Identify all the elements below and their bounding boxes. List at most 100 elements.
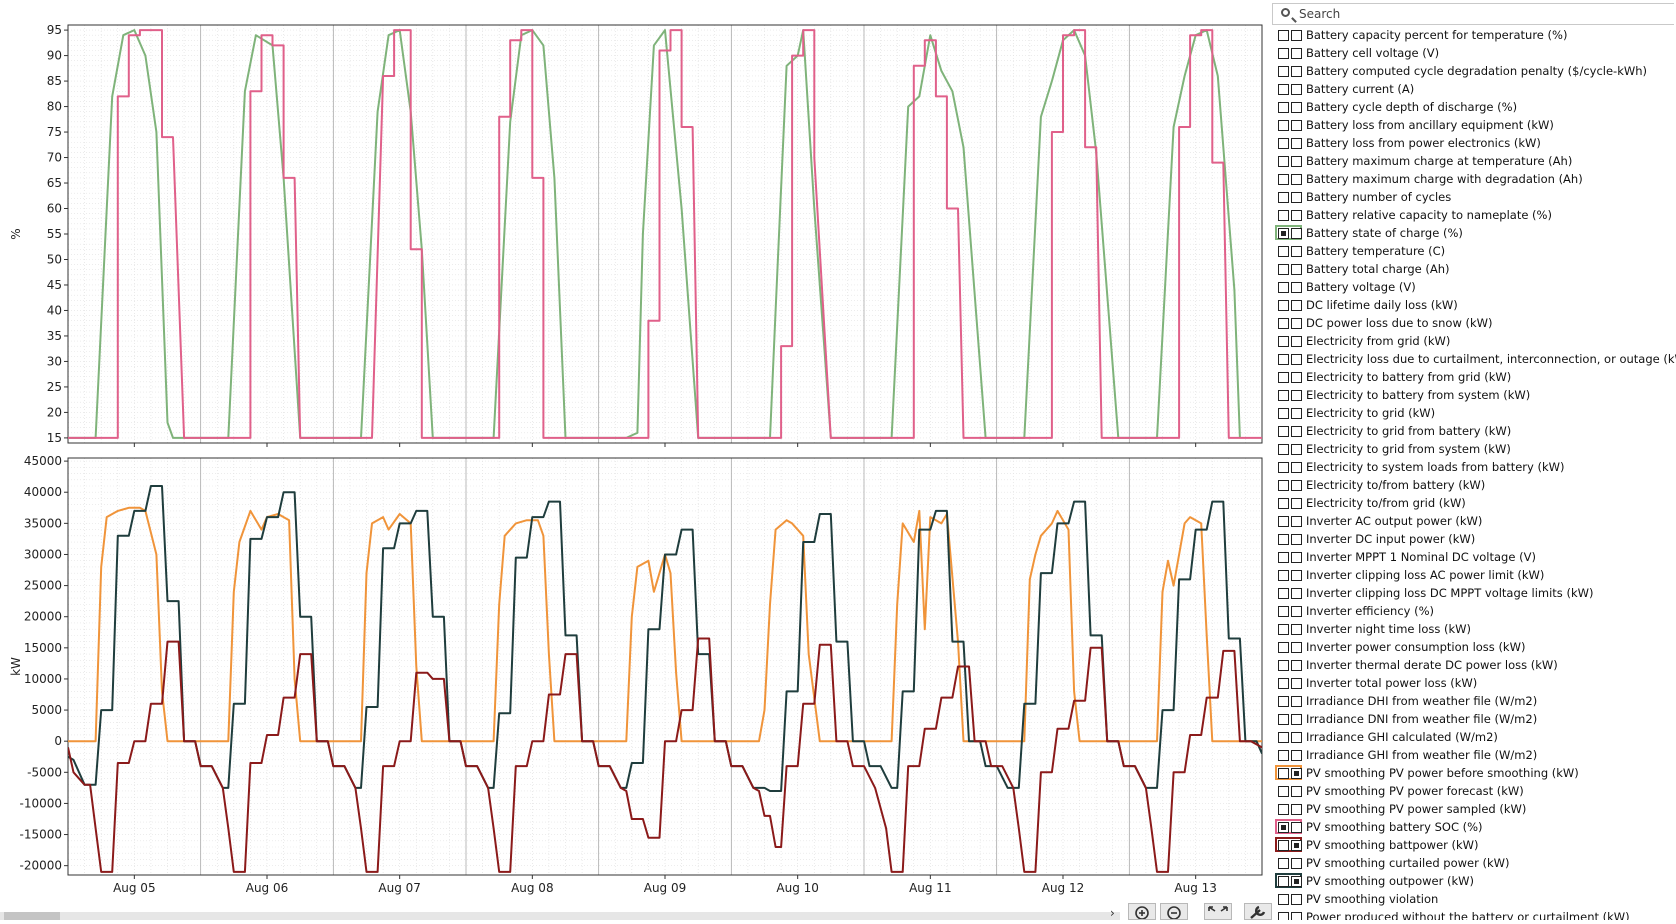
top-chart-checkbox[interactable] (1278, 300, 1289, 311)
top-chart-checkbox[interactable] (1278, 570, 1289, 581)
bottom-chart-checkbox[interactable] (1291, 858, 1302, 869)
variable-item[interactable]: Irradiance DHI from weather file (W/m2) (1270, 693, 1676, 711)
top-chart-checkbox[interactable] (1278, 264, 1289, 275)
variable-item[interactable]: Inverter AC output power (kW) (1270, 513, 1676, 531)
top-chart-checkbox[interactable] (1278, 426, 1289, 437)
variable-item[interactable]: Battery voltage (V) (1270, 279, 1676, 297)
top-chart-checkbox[interactable] (1278, 786, 1289, 797)
top-chart-checkbox[interactable] (1278, 534, 1289, 545)
variable-item[interactable]: Inverter clipping loss AC power limit (k… (1270, 567, 1676, 585)
bottom-chart-checkbox[interactable] (1291, 48, 1302, 59)
bottom-chart-checkbox[interactable] (1291, 390, 1302, 401)
bottom-chart-checkbox[interactable] (1291, 264, 1302, 275)
bottom-chart-checkbox[interactable] (1291, 372, 1302, 383)
top-chart-checkbox[interactable] (1278, 408, 1289, 419)
bottom-chart-checkbox[interactable] (1291, 498, 1302, 509)
top-chart-checkbox[interactable] (1278, 390, 1289, 401)
bottom-chart-checkbox[interactable] (1291, 570, 1302, 581)
top-chart-checkbox[interactable] (1278, 552, 1289, 563)
variable-item[interactable]: Battery maximum charge at temperature (A… (1270, 153, 1676, 171)
bottom-chart-checkbox[interactable] (1291, 606, 1302, 617)
bottom-chart-checkbox[interactable] (1291, 624, 1302, 635)
variable-item[interactable]: Irradiance DNI from weather file (W/m2) (1270, 711, 1676, 729)
timeseries-chart-canvas[interactable]: 15 20 25 30 35 40 45 50 55 60 65 70 75 80 85 90 95% -2000… (0, 0, 1268, 920)
variable-item[interactable]: Inverter night time loss (kW) (1270, 621, 1676, 639)
variable-item[interactable]: Electricity loss due to curtailment, int… (1270, 351, 1676, 369)
top-chart-checkbox[interactable] (1278, 768, 1289, 779)
bottom-chart-checkbox[interactable] (1291, 876, 1302, 887)
bottom-chart-checkbox[interactable] (1291, 84, 1302, 95)
search-input[interactable] (1299, 6, 1659, 22)
variable-item[interactable]: PV smoothing PV power sampled (kW) (1270, 801, 1676, 819)
top-chart-checkbox[interactable] (1278, 246, 1289, 257)
variable-item[interactable]: Battery cycle depth of discharge (%) (1270, 99, 1676, 117)
variable-item[interactable]: Electricity to grid from battery (kW) (1270, 423, 1676, 441)
top-chart-checkbox[interactable] (1278, 588, 1289, 599)
top-chart-checkbox[interactable] (1278, 210, 1289, 221)
timeseries-charts[interactable]: 15 20 25 30 35 40 45 50 55 60 65 70 75 80 85 90 95% -2000… (0, 0, 1268, 920)
variable-item[interactable]: PV smoothing violation (1270, 891, 1676, 909)
search-box[interactable] (1272, 3, 1674, 25)
variable-item[interactable]: Inverter efficiency (%) (1270, 603, 1676, 621)
bottom-chart-checkbox[interactable] (1291, 894, 1302, 905)
top-chart-checkbox[interactable] (1278, 102, 1289, 113)
top-chart-checkbox[interactable] (1278, 174, 1289, 185)
bottom-chart-checkbox[interactable] (1291, 354, 1302, 365)
bottom-chart-checkbox[interactable] (1291, 138, 1302, 149)
top-chart-checkbox[interactable] (1278, 480, 1289, 491)
variable-item[interactable]: Battery cell voltage (V) (1270, 45, 1676, 63)
top-chart-checkbox[interactable] (1278, 678, 1289, 689)
bottom-chart-checkbox[interactable] (1291, 318, 1302, 329)
variable-item[interactable]: Battery current (A) (1270, 81, 1676, 99)
bottom-chart-checkbox[interactable] (1291, 444, 1302, 455)
top-chart-checkbox[interactable] (1278, 516, 1289, 527)
bottom-chart-checkbox[interactable] (1291, 840, 1302, 851)
bottom-chart-checkbox[interactable] (1291, 30, 1302, 41)
variable-item[interactable]: DC lifetime daily loss (kW) (1270, 297, 1676, 315)
variable-item[interactable]: Inverter clipping loss DC MPPT voltage l… (1270, 585, 1676, 603)
top-chart-checkbox[interactable] (1278, 66, 1289, 77)
bottom-chart-checkbox[interactable] (1291, 426, 1302, 437)
zoom-out-button[interactable] (1160, 903, 1188, 920)
variable-item[interactable]: Battery loss from ancillary equipment (k… (1270, 117, 1676, 135)
variable-item[interactable]: PV smoothing PV power forecast (kW) (1270, 783, 1676, 801)
variable-item[interactable]: Inverter total power loss (kW) (1270, 675, 1676, 693)
top-chart-checkbox[interactable] (1278, 120, 1289, 131)
bottom-chart-checkbox[interactable] (1291, 912, 1302, 920)
variable-item[interactable]: Electricity to battery from system (kW) (1270, 387, 1676, 405)
top-chart-checkbox[interactable] (1278, 840, 1289, 851)
top-chart-checkbox[interactable] (1278, 660, 1289, 671)
top-chart-checkbox[interactable] (1278, 714, 1289, 725)
variable-item[interactable]: Battery loss from power electronics (kW) (1270, 135, 1676, 153)
variable-item[interactable]: Irradiance GHI calculated (W/m2) (1270, 729, 1676, 747)
bottom-chart-checkbox[interactable] (1291, 480, 1302, 491)
bottom-chart-checkbox[interactable] (1291, 246, 1302, 257)
variable-item[interactable]: DC power loss due to snow (kW) (1270, 315, 1676, 333)
top-chart-checkbox[interactable] (1278, 156, 1289, 167)
variable-item[interactable]: Electricity to/from battery (kW) (1270, 477, 1676, 495)
top-chart-checkbox[interactable] (1278, 624, 1289, 635)
variable-item[interactable]: Battery total charge (Ah) (1270, 261, 1676, 279)
variable-item[interactable]: Battery number of cycles (1270, 189, 1676, 207)
bottom-chart-checkbox[interactable] (1291, 750, 1302, 761)
variable-item[interactable]: Electricity from grid (kW) (1270, 333, 1676, 351)
top-chart-checkbox[interactable] (1278, 318, 1289, 329)
horizontal-scrollbar[interactable] (0, 912, 1120, 920)
top-chart-checkbox[interactable] (1278, 372, 1289, 383)
bottom-chart-checkbox[interactable] (1291, 462, 1302, 473)
variable-item[interactable]: PV smoothing outpower (kW) (1270, 873, 1676, 891)
top-chart-checkbox[interactable] (1278, 606, 1289, 617)
variable-item[interactable]: Battery capacity percent for temperature… (1270, 27, 1676, 45)
variable-item[interactable]: Inverter thermal derate DC power loss (k… (1270, 657, 1676, 675)
bottom-chart-checkbox[interactable] (1291, 552, 1302, 563)
top-chart-checkbox[interactable] (1278, 858, 1289, 869)
variable-item[interactable]: Electricity to system loads from battery… (1270, 459, 1676, 477)
top-chart-checkbox[interactable] (1278, 876, 1289, 887)
bottom-chart-checkbox[interactable] (1291, 588, 1302, 599)
variable-item[interactable]: PV smoothing PV power before smoothing (… (1270, 765, 1676, 783)
top-chart-checkbox[interactable] (1278, 912, 1289, 920)
variable-item[interactable]: Inverter power consumption loss (kW) (1270, 639, 1676, 657)
top-chart-checkbox[interactable] (1278, 696, 1289, 707)
scrollbar-thumb[interactable] (4, 912, 60, 920)
bottom-chart-checkbox[interactable] (1291, 120, 1302, 131)
